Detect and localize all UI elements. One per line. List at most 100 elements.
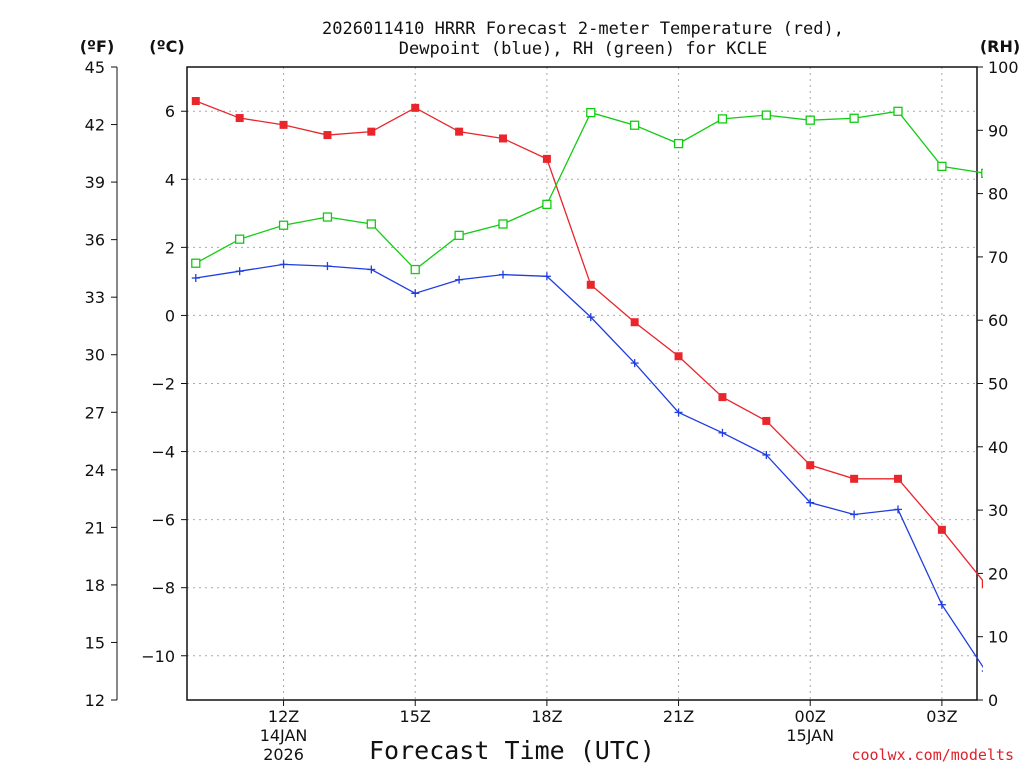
x-tick-label: 00Z [795, 707, 826, 726]
temperature-point [762, 416, 771, 425]
fahrenheit-tick-label: 12 [85, 691, 105, 710]
x-axis-label: Forecast Time (UTC) [369, 736, 655, 765]
dewpoint-line [195, 263, 983, 669]
dewpoint-point [806, 498, 815, 507]
rh-point [849, 113, 859, 123]
grid-lines [187, 67, 977, 700]
fahrenheit-tick-label: 21 [85, 518, 105, 537]
rh-tick-label: 80 [988, 185, 1008, 204]
dewpoint-point [937, 600, 946, 609]
x-year-label: 2026 [263, 745, 304, 764]
fahrenheit-tick-label: 24 [85, 461, 105, 480]
dewpoint-point [279, 260, 288, 269]
dewpoint-point [367, 265, 376, 274]
fahrenheit-tick-label: 42 [85, 116, 105, 135]
plot-frame [186, 66, 978, 701]
rh-point [761, 110, 771, 120]
x-date-label: 15JAN [786, 726, 834, 745]
temperature-point [718, 393, 727, 402]
celsius-tick-label: −8 [151, 579, 175, 598]
rh-point [673, 138, 684, 149]
rh-point [805, 115, 815, 125]
temperature-point [323, 131, 332, 140]
fahrenheit-unit-label: (ºF) [80, 37, 115, 56]
fahrenheit-tick-label: 45 [85, 58, 105, 77]
temperature-point [850, 474, 859, 483]
dewpoint-point [718, 428, 727, 437]
rh-tick-label: 90 [988, 121, 1008, 140]
dewpoint-point [411, 289, 420, 298]
rh-tick-label: 60 [988, 311, 1008, 330]
rh-tick-label: 0 [988, 691, 998, 710]
rh-tick-label: 70 [988, 248, 1008, 267]
temperature-line [195, 100, 983, 582]
rh-tick-label: 50 [988, 375, 1008, 394]
x-tick-label: 03Z [926, 707, 957, 726]
dewpoint-point [850, 510, 859, 519]
rh-point [322, 212, 333, 222]
rh-point [630, 120, 640, 130]
rh-point [235, 234, 245, 244]
rh-tick-label: 40 [988, 438, 1008, 457]
celsius-unit-label: (ºC) [149, 37, 184, 56]
x-tick-label: 21Z [663, 707, 694, 726]
celsius-tick-label: −10 [141, 647, 175, 666]
celsius-tick-label: −4 [151, 443, 175, 462]
dewpoint-point [235, 267, 244, 276]
dewpoint-point [323, 262, 332, 271]
temperature-point [806, 461, 815, 470]
rh-point [893, 106, 903, 116]
dewpoint-point [455, 275, 464, 284]
temperature-point [981, 580, 983, 589]
fahrenheit-tick-label: 39 [85, 173, 105, 192]
temperature-point [191, 97, 200, 106]
x-tick-label: 12Z [268, 707, 299, 726]
rh-point [937, 161, 947, 172]
temperature-point [455, 127, 464, 136]
celsius-tick-label: 4 [165, 170, 175, 189]
temperature-point [235, 114, 244, 123]
temperature-point [367, 127, 376, 136]
data-series [191, 97, 983, 672]
dewpoint-point [674, 408, 683, 417]
dewpoint-point [191, 274, 200, 282]
temperature-point [674, 352, 683, 361]
credit-text: coolwx.com/modelts [851, 746, 1014, 764]
celsius-tick-label: 2 [165, 238, 175, 257]
fahrenheit-tick-label: 36 [85, 231, 105, 250]
rh-tick-label: 20 [988, 564, 1008, 583]
temperature-point [411, 103, 420, 112]
dewpoint-point [499, 270, 507, 279]
fahrenheit-tick-label: 33 [85, 288, 105, 307]
fahrenheit-tick-label: 15 [85, 633, 105, 652]
rh-line [195, 110, 983, 271]
temperature-point [499, 134, 507, 143]
dewpoint-point [542, 272, 551, 281]
dewpoint-point [586, 313, 595, 322]
dewpoint-point [894, 505, 902, 514]
x-date-label: 14JAN [260, 726, 308, 745]
temperature-point [630, 318, 639, 327]
fahrenheit-tick-label: 27 [85, 403, 105, 422]
rh-point [717, 114, 728, 124]
fahrenheit-tick-label: 18 [85, 576, 105, 595]
rh-series [191, 106, 983, 275]
dewpoint-point [630, 359, 639, 368]
rh-point [981, 168, 983, 178]
chart-title-line1: 2026011410 HRRR Forecast 2-meter Tempera… [322, 19, 844, 39]
rh-point [410, 264, 420, 275]
x-tick-label: 15Z [400, 707, 431, 726]
rh-point [278, 220, 289, 230]
dewpoint-series [191, 260, 983, 672]
chart-title-line2: Dewpoint (blue), RH (green) for KCLE [399, 39, 767, 59]
dewpoint-point [762, 450, 771, 459]
rh-tick-label: 100 [988, 58, 1019, 77]
temperature-point [542, 154, 551, 163]
rh-tick-label: 30 [988, 501, 1008, 520]
temperature-point [586, 280, 595, 289]
fahrenheit-tick-label: 30 [85, 346, 105, 365]
rh-tick-label: 10 [988, 628, 1008, 647]
x-tick-label: 18Z [531, 707, 562, 726]
dewpoint-point [981, 670, 983, 672]
